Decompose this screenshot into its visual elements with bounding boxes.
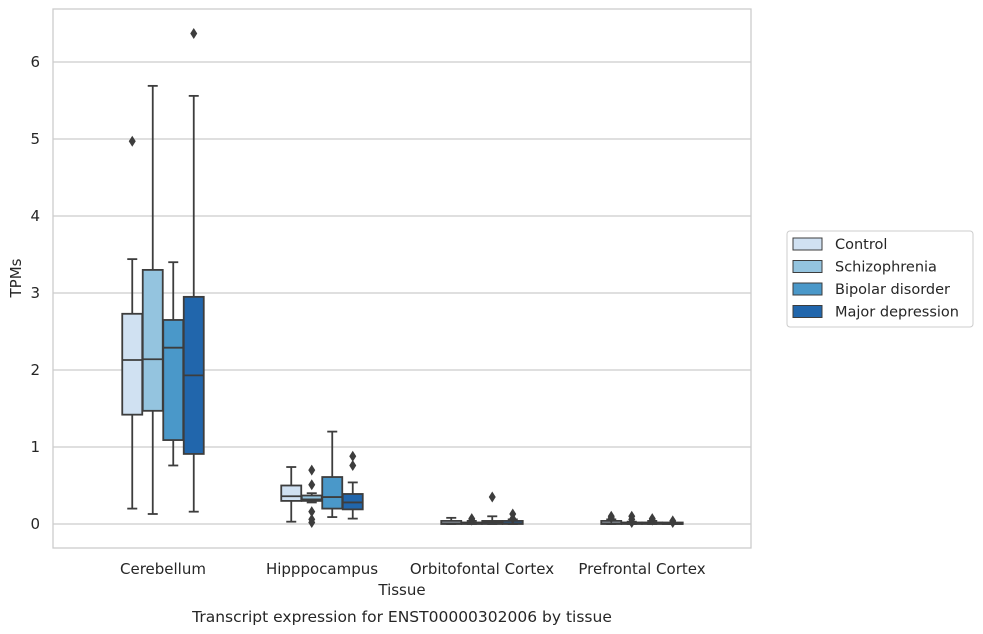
box-group	[280, 430, 364, 528]
box-groups	[121, 28, 684, 528]
legend-frame	[786, 230, 974, 328]
outlier-point	[607, 512, 615, 524]
x-tick-label: Orbitofontal Cortex	[410, 560, 554, 578]
y-tick-label: 1	[30, 438, 40, 456]
x-tick-label: Hipppocampus	[266, 560, 378, 578]
box	[162, 319, 185, 441]
legend-label: Bipolar disorder	[835, 282, 950, 298]
y-tick-label: 5	[30, 130, 40, 148]
y-tick-label: 3	[30, 284, 40, 302]
outlier-point	[308, 479, 316, 491]
box	[121, 312, 144, 416]
legend-label: Control	[835, 237, 887, 253]
box-group	[600, 510, 684, 528]
outlier-point	[128, 135, 136, 147]
box	[141, 268, 164, 412]
box	[321, 476, 344, 510]
legend-swatch	[792, 237, 823, 251]
outlier-point	[308, 506, 316, 518]
x-tick-label: Prefrontal Cortex	[578, 560, 705, 578]
outlier-point	[648, 514, 656, 526]
x-tick-labels: Cerebellum Hipppocampus Orbitofontal Corte…	[120, 560, 706, 578]
legend-swatch	[792, 282, 823, 296]
legend-swatch	[792, 260, 823, 273]
plot-area-frame	[52, 8, 752, 549]
outlier-point	[190, 28, 198, 40]
legend-label: Major depression	[835, 305, 959, 321]
outlier-point	[628, 516, 636, 528]
y-tick-label: 4	[30, 207, 40, 225]
outlier-point	[308, 464, 316, 476]
outlier-point	[349, 450, 357, 462]
outlier-point	[669, 516, 677, 528]
legend: Control Schizophrenia Bipolar disorder Majo…	[786, 230, 974, 328]
legend-swatch	[792, 305, 823, 318]
x-tick-label: Cerebellum	[120, 560, 206, 578]
box	[280, 484, 303, 502]
outlier-point	[509, 513, 517, 525]
y-tick-label: 2	[30, 361, 40, 379]
box-group	[121, 28, 205, 515]
y-tick-label: 6	[30, 53, 40, 71]
box-group	[440, 491, 524, 526]
y-tick-labels: 0 1 2 3 4 5 6	[30, 53, 40, 533]
chart-caption: Transcript expression for ENST0000030200…	[191, 608, 612, 626]
y-tick-label: 0	[30, 515, 40, 533]
outlier-point	[468, 514, 476, 526]
y-axis-label: TPMs	[7, 258, 25, 298]
x-axis-label: Tissue	[377, 581, 425, 599]
outlier-point	[349, 459, 357, 471]
legend-label: Schizophrenia	[835, 260, 937, 276]
outlier-point	[308, 516, 316, 528]
outlier-point	[488, 491, 496, 503]
